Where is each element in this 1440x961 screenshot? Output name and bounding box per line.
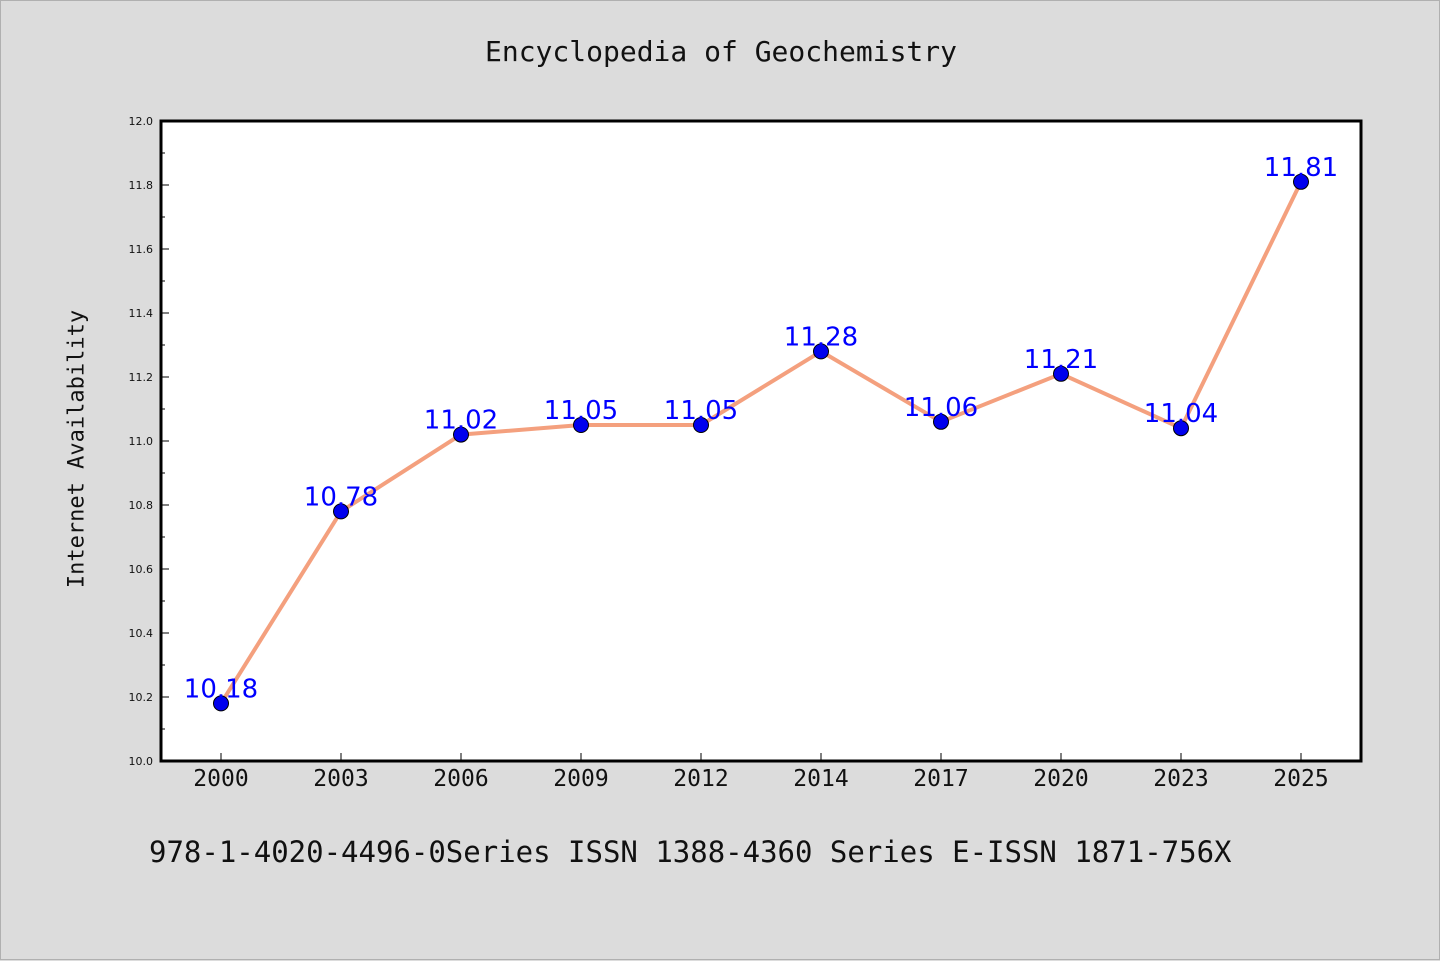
data-label: 10.18 <box>184 674 258 704</box>
data-point <box>213 695 229 712</box>
y-tick-label: 10.8 <box>129 499 154 512</box>
y-tick-label: 10.4 <box>129 627 154 640</box>
plot-frame <box>159 119 1363 763</box>
data-label: 11.81 <box>1264 153 1338 183</box>
data-point <box>573 417 589 433</box>
x-tick-label: 2009 <box>553 766 608 792</box>
data-label: 11.21 <box>1024 345 1098 375</box>
x-tick-label: 2017 <box>913 766 968 792</box>
y-tick-label: 11.4 <box>129 307 154 320</box>
y-tick-label: 11.8 <box>129 179 154 192</box>
data-label: 11.04 <box>1144 399 1218 429</box>
y-tick-label: 12.0 <box>129 115 154 128</box>
data-point <box>813 343 829 360</box>
chart-title: Encyclopedia of Geochemistry <box>484 35 957 68</box>
plot-background <box>161 121 1361 761</box>
y-tick-label: 11.6 <box>129 243 154 256</box>
footer-text: 978-1-4020-4496-0Series ISSN 1388-4360 S… <box>149 835 1232 869</box>
y-tick-label: 11.0 <box>129 435 154 448</box>
x-tick-label: 2000 <box>193 766 248 792</box>
x-tick-label: 2020 <box>1033 766 1088 792</box>
data-point <box>693 417 709 433</box>
x-tick-label: 2025 <box>1273 766 1328 792</box>
y-tick-label: 10.6 <box>129 563 154 576</box>
data-label: 11.02 <box>424 406 498 436</box>
data-point <box>1293 173 1309 190</box>
data-point <box>933 413 949 430</box>
x-tick-label: 2023 <box>1153 766 1208 792</box>
x-tick-label: 2012 <box>673 766 728 792</box>
data-point <box>333 503 349 520</box>
y-tick-label: 10.0 <box>129 755 154 768</box>
data-point <box>453 426 469 443</box>
y-tick-label: 11.2 <box>129 371 154 384</box>
x-tick-label: 2003 <box>313 766 368 792</box>
data-label: 11.05 <box>544 396 618 426</box>
y-tick-label: 10.2 <box>129 691 154 704</box>
x-tick-label: 2014 <box>793 766 848 792</box>
x-tick-label: 2006 <box>433 766 488 792</box>
data-label: 11.06 <box>904 393 978 423</box>
data-label: 11.28 <box>784 322 858 352</box>
data-label: 11.05 <box>664 396 738 426</box>
series-line <box>219 180 1303 705</box>
data-label: 10.78 <box>304 482 378 512</box>
data-point <box>1173 420 1189 437</box>
data-point <box>1053 365 1069 382</box>
